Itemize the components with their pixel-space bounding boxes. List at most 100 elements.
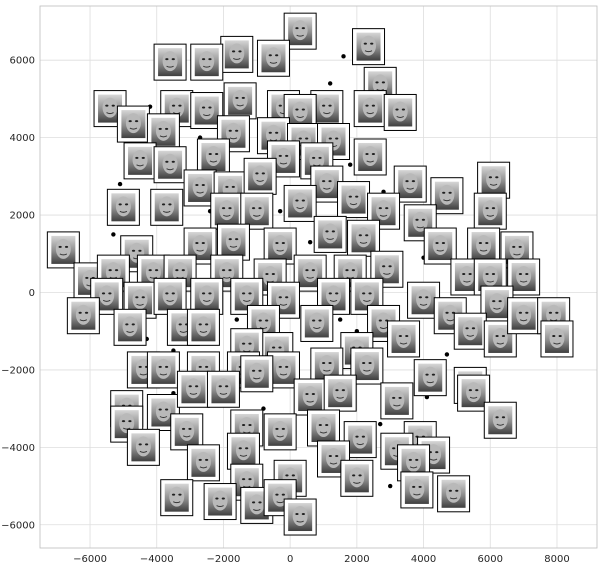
face-shape xyxy=(302,386,318,407)
face-thumbnail xyxy=(220,35,254,73)
face-shape xyxy=(115,196,131,217)
face-shape xyxy=(162,285,178,306)
face-eye xyxy=(248,342,252,345)
face-thumbnails xyxy=(46,12,574,536)
face-thumbnail xyxy=(473,192,507,230)
face-eye xyxy=(258,319,262,322)
face-shape xyxy=(319,173,335,194)
face-eye xyxy=(355,195,359,198)
y-tick-label: 4000 xyxy=(10,133,35,144)
face-eye xyxy=(548,311,553,314)
face-mouth xyxy=(353,481,361,484)
face-mouth xyxy=(486,280,495,283)
face-mouth xyxy=(323,112,331,115)
face-eye xyxy=(171,493,176,496)
face-mouth xyxy=(363,369,371,372)
face-thumbnail xyxy=(400,471,434,509)
face-thumbnail xyxy=(437,475,471,513)
face-shape xyxy=(406,451,422,472)
face-thumbnail xyxy=(243,157,277,195)
face-shape xyxy=(359,355,375,376)
face-eye xyxy=(415,458,419,461)
face-thumbnail xyxy=(153,277,187,315)
face-eye xyxy=(405,334,409,337)
face-eye xyxy=(468,389,472,392)
face-eye xyxy=(411,180,416,183)
face-eye xyxy=(201,183,205,186)
face-shape xyxy=(135,436,151,457)
face-thumbnail xyxy=(216,223,250,261)
data-point xyxy=(111,232,116,237)
face-eye xyxy=(285,365,289,368)
face-eye xyxy=(251,207,256,210)
face-mouth xyxy=(223,276,231,279)
face-mouth xyxy=(346,276,354,279)
face-eye xyxy=(121,420,126,423)
face-eye xyxy=(275,242,279,245)
face-mouth xyxy=(233,57,241,60)
face-eye xyxy=(295,199,299,202)
face-shape xyxy=(219,200,235,221)
face-eye xyxy=(285,296,289,299)
face-eye xyxy=(518,273,523,275)
face-eye xyxy=(178,104,182,107)
face-eye xyxy=(335,389,339,392)
face-shape xyxy=(319,355,335,376)
x-tick-label: −2000 xyxy=(207,554,241,565)
face-mouth xyxy=(253,508,261,511)
face-eye xyxy=(363,42,367,45)
face-eye xyxy=(141,296,145,299)
face-eye xyxy=(371,104,375,107)
face-eye xyxy=(205,458,209,461)
face-shape xyxy=(75,304,91,325)
face-eye xyxy=(498,300,502,303)
face-eye xyxy=(291,474,295,477)
face-eye xyxy=(295,513,299,516)
y-tick-label: 2000 xyxy=(10,211,35,222)
face-mouth xyxy=(139,450,148,453)
face-shape xyxy=(195,451,211,472)
face-thumbnail xyxy=(403,204,437,242)
face-shape xyxy=(416,289,432,310)
face-mouth xyxy=(239,454,248,457)
face-eye xyxy=(175,269,179,272)
face-eye xyxy=(442,191,446,194)
face-mouth xyxy=(199,330,208,333)
face-mouth xyxy=(276,249,284,252)
face-eye xyxy=(471,327,476,330)
face-eye xyxy=(275,427,279,430)
face-eye xyxy=(298,137,302,140)
face-shape xyxy=(432,235,448,256)
face-eye xyxy=(228,207,232,210)
face-eye xyxy=(552,334,556,337)
face-shape xyxy=(155,120,171,141)
face-eye xyxy=(322,180,326,183)
face-eye xyxy=(148,269,152,272)
face-eye xyxy=(111,104,115,107)
face-thumbnail xyxy=(240,192,274,230)
face-eye xyxy=(388,265,392,268)
face-thumbnail xyxy=(190,277,224,315)
face-mouth xyxy=(519,280,528,283)
face-mouth xyxy=(203,114,211,117)
face-shape xyxy=(516,266,532,286)
face-thumbnail xyxy=(153,146,187,184)
face-eye xyxy=(335,137,339,140)
face-thumbnail xyxy=(206,370,240,408)
face-eye xyxy=(501,416,506,419)
face-eye xyxy=(361,435,365,438)
face-eye xyxy=(512,245,516,248)
face-shape xyxy=(229,43,245,64)
face-mouth xyxy=(173,501,181,504)
face-thumbnail xyxy=(170,413,204,451)
face-eye xyxy=(215,152,219,155)
face-eye xyxy=(105,104,109,107)
face-thumbnail xyxy=(263,413,297,451)
face-mouth xyxy=(166,299,174,302)
face-thumbnail xyxy=(507,297,541,335)
face-eye xyxy=(370,42,374,45)
face-eye xyxy=(555,311,559,314)
face-shape xyxy=(172,262,188,283)
face-mouth xyxy=(323,369,331,372)
